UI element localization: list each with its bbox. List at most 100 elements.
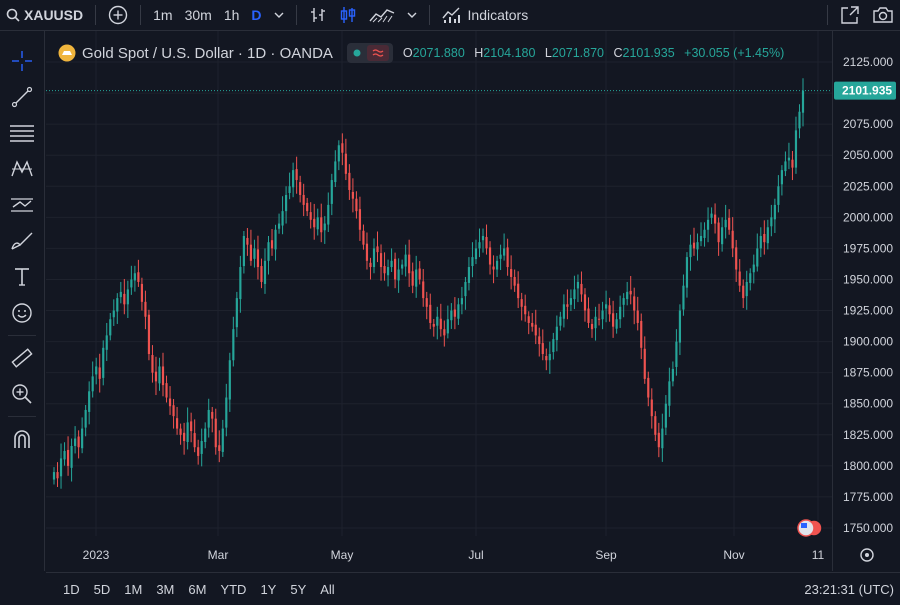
zoom-tool[interactable]	[0, 376, 44, 412]
candle-body	[249, 244, 253, 261]
candle-body	[274, 229, 277, 250]
candle-body	[77, 436, 80, 448]
emoji-tool[interactable]	[0, 295, 44, 331]
projection-tool[interactable]	[0, 187, 44, 223]
candle-body	[439, 318, 442, 330]
candle-body	[116, 298, 119, 312]
open-value: 2071.880	[412, 46, 465, 60]
candle-body	[284, 194, 288, 212]
y-tick-label: 1925.000	[843, 304, 893, 318]
utc-clock[interactable]: 23:21:31 (UTC)	[804, 582, 894, 597]
interval-30m[interactable]: 30m	[184, 7, 212, 23]
compare-button[interactable]	[102, 0, 134, 30]
candle-body	[780, 170, 783, 185]
candle-body	[161, 366, 165, 386]
candle-body	[446, 319, 449, 334]
range-1d[interactable]: 1D	[63, 581, 80, 597]
price-axis[interactable]: 2125.0002100.0002075.0002050.0002025.000…	[832, 31, 900, 571]
candle-body	[787, 157, 791, 161]
range-3m[interactable]: 3M	[156, 581, 175, 597]
crosshair-tool[interactable]	[0, 43, 44, 79]
candle-body	[654, 416, 657, 435]
interval-1m[interactable]: 1m	[153, 7, 173, 23]
candle-body	[102, 347, 105, 378]
candle-body	[84, 409, 87, 428]
market-open-icon	[353, 49, 361, 57]
measure-tool[interactable]	[0, 340, 44, 376]
low-value: 2071.870	[551, 46, 605, 60]
candle-body	[260, 266, 263, 282]
high-value: 2104.180	[483, 46, 536, 60]
range-all[interactable]: All	[320, 581, 335, 597]
magnet-tool[interactable]	[0, 421, 44, 457]
candle-body	[545, 356, 548, 361]
candle-body	[376, 246, 379, 253]
candle-body	[256, 249, 260, 268]
ohlc-values: O2071.880 H2104.180 L2071.870 C2101.935 …	[403, 46, 790, 60]
text-tool[interactable]	[0, 259, 44, 295]
candle-body	[745, 281, 748, 297]
candle-body	[320, 217, 323, 233]
candle-body	[671, 368, 674, 382]
candle-body	[186, 422, 189, 443]
candle-body	[534, 324, 537, 336]
candle-body	[425, 298, 428, 307]
range-6m[interactable]: 6M	[188, 581, 207, 597]
axis-settings-icon[interactable]	[860, 548, 874, 562]
candle-body	[713, 214, 717, 224]
y-tick-label: 1950.000	[843, 272, 893, 286]
symbol-search[interactable]: XAUUSD	[0, 0, 89, 30]
candle-body	[770, 217, 773, 227]
candle-body	[650, 399, 653, 417]
chart-title: Gold Spot / U.S. Dollar · 1D · OANDA	[82, 44, 333, 62]
fullscreen-button[interactable]	[834, 0, 866, 30]
candle-body	[211, 411, 214, 419]
brush-tool[interactable]	[0, 223, 44, 259]
candle-body	[706, 219, 710, 230]
candles-style-button[interactable]	[333, 0, 363, 30]
market-status-badge[interactable]	[346, 43, 393, 63]
indicators-label: Indicators	[467, 7, 529, 23]
pattern-tool[interactable]	[0, 151, 44, 187]
y-tick-label: 1875.000	[843, 366, 893, 380]
candle-body	[791, 159, 794, 168]
candle-body	[608, 305, 611, 315]
candle-body	[281, 211, 284, 226]
candlestick-chart[interactable]: 2023 Mar May Jul Sep Nov 11	[46, 31, 832, 571]
fib-tool[interactable]	[0, 115, 44, 151]
candle-body	[728, 217, 731, 230]
snapshot-button[interactable]	[866, 0, 900, 30]
range-1m[interactable]: 1M	[124, 581, 143, 597]
range-ytd[interactable]: YTD	[220, 581, 247, 597]
candle-body	[566, 304, 569, 307]
interval-1h[interactable]: 1h	[223, 7, 240, 23]
range-1y[interactable]: 1Y	[260, 581, 277, 597]
interval-dropdown[interactable]	[268, 0, 290, 30]
trend-line-tool[interactable]	[0, 79, 44, 115]
indicators-button[interactable]: Indicators	[436, 0, 535, 30]
range-5d[interactable]: 5D	[93, 581, 111, 597]
candle-body	[327, 204, 330, 225]
divider	[827, 5, 828, 25]
area-style-button[interactable]	[363, 0, 401, 30]
candle-body	[657, 432, 660, 448]
candle-body	[552, 339, 555, 353]
candle-body	[664, 403, 667, 428]
candle-body	[123, 293, 126, 305]
candle-body	[126, 289, 129, 305]
candle-body	[190, 421, 193, 432]
candle-body	[636, 310, 639, 323]
range-5y[interactable]: 5Y	[290, 581, 307, 597]
interval-d[interactable]: D	[251, 7, 262, 23]
chart-type-dropdown[interactable]	[401, 0, 423, 30]
candle-body	[717, 222, 720, 243]
close-key: C	[613, 46, 623, 60]
candle-body	[56, 472, 59, 479]
candle-body	[91, 376, 94, 392]
candle-body	[74, 438, 77, 446]
trend-line-icon	[11, 86, 33, 108]
candle-body	[306, 202, 309, 212]
candle-body	[158, 366, 161, 384]
chart-canvas[interactable]: 2023 Mar May Jul Sep Nov 11	[46, 31, 832, 571]
bars-style-button[interactable]	[303, 0, 333, 30]
